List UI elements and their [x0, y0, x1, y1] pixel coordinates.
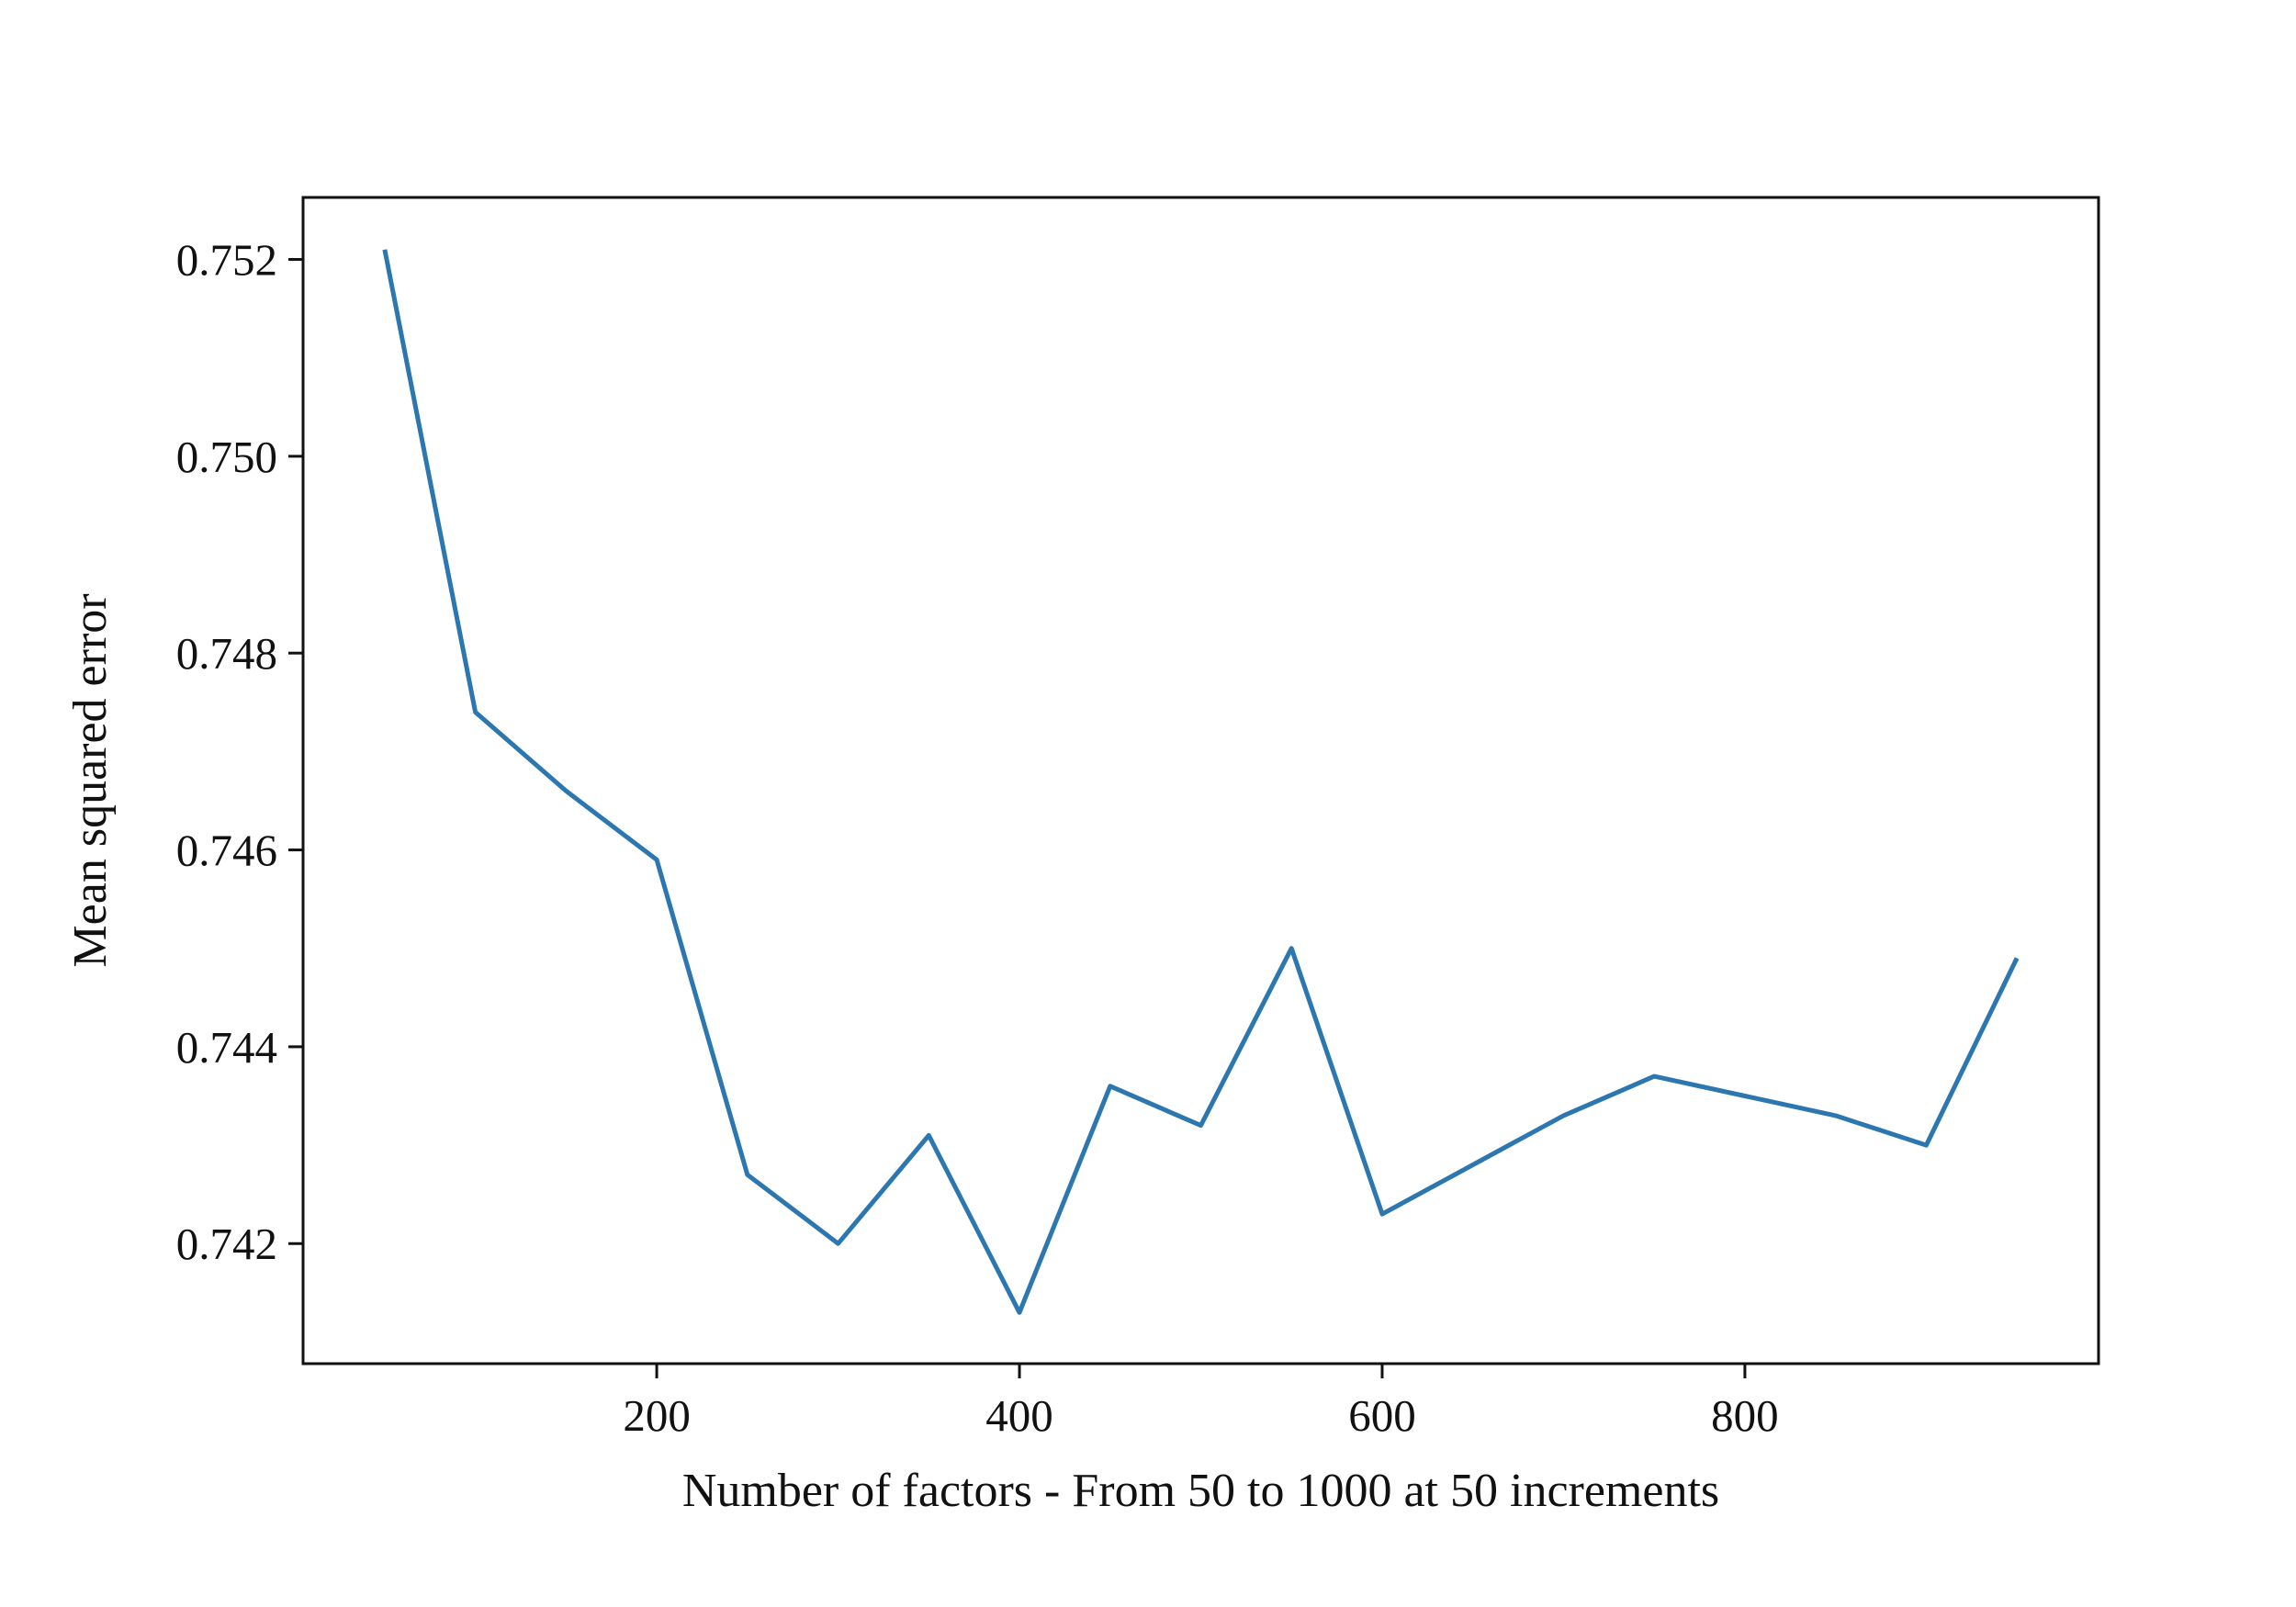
- y-tick-label: 0.742: [176, 1219, 277, 1269]
- plot-area-frame: [301, 196, 2100, 1365]
- x-axis-ticks: 200 400 600 800: [623, 1364, 1779, 1441]
- y-axis-ticks: 0.742 0.744 0.746 0.748 0.750 0.752: [176, 235, 303, 1269]
- x-tick-label: 600: [1348, 1390, 1416, 1441]
- y-tick-label: 0.752: [176, 235, 277, 286]
- series-line: [382, 249, 2020, 1315]
- x-axis-label: Number of factors - From 50 to 1000 at 5…: [682, 1465, 1719, 1517]
- x-tick-label: 200: [623, 1390, 691, 1441]
- y-tick-label: 0.744: [176, 1022, 277, 1073]
- y-tick-label: 0.746: [176, 826, 277, 876]
- y-tick-label: 0.750: [176, 432, 277, 482]
- x-tick-label: 400: [985, 1390, 1053, 1441]
- x-tick-label: 800: [1711, 1390, 1779, 1441]
- y-tick-label: 0.748: [176, 628, 277, 679]
- y-axis-label: Mean squared error: [64, 593, 117, 967]
